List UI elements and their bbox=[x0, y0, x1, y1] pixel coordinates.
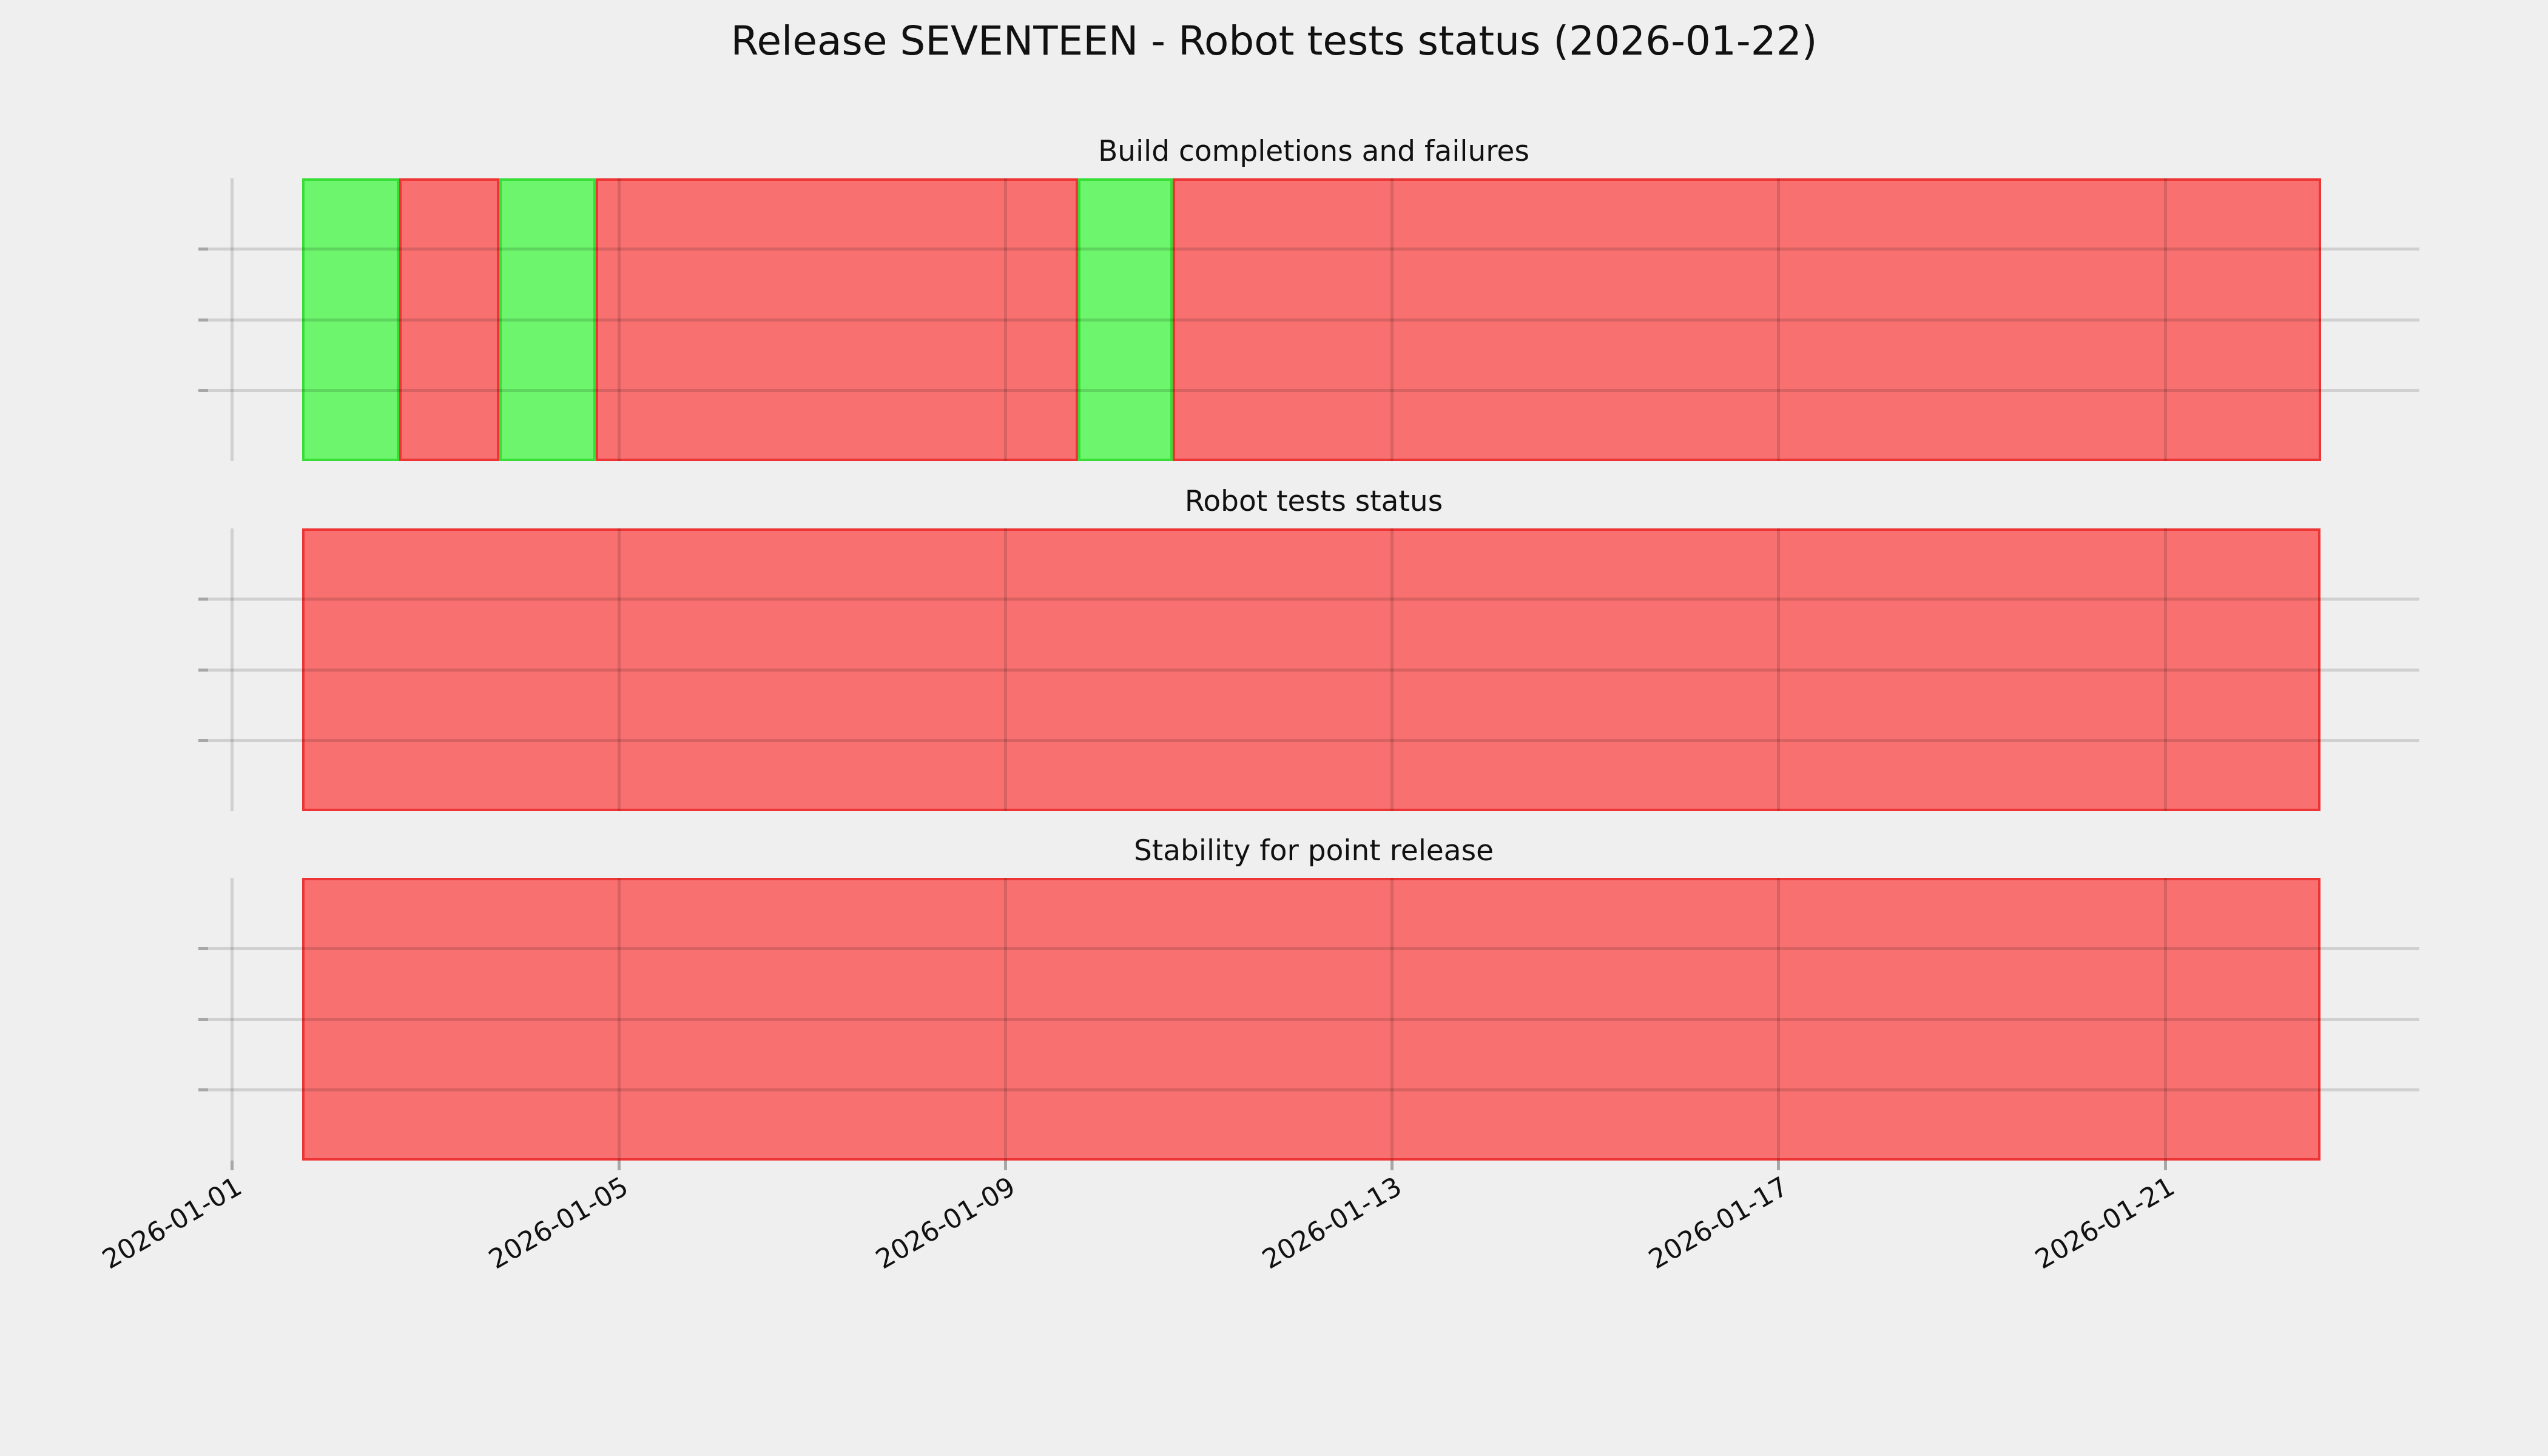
x-gridline bbox=[617, 878, 621, 1161]
x-gridline bbox=[231, 178, 234, 461]
x-tick-mark bbox=[2163, 1161, 2167, 1170]
y-tick-mark bbox=[198, 248, 208, 251]
x-gridline bbox=[2163, 528, 2167, 811]
x-gridline bbox=[1003, 878, 1007, 1161]
y-tick-mark bbox=[198, 668, 208, 672]
x-tick-label: 2026-01-01 bbox=[97, 1171, 248, 1276]
y-gridline bbox=[208, 389, 2419, 392]
x-tick-mark bbox=[1003, 1161, 1007, 1170]
x-gridline bbox=[1390, 178, 1394, 461]
panel-title-build-completions: Build completions and failures bbox=[1098, 135, 1529, 169]
axes-stability bbox=[198, 878, 2419, 1170]
x-gridline bbox=[1777, 878, 1781, 1161]
y-gridline bbox=[208, 1088, 2419, 1091]
panel-stability: Stability for point release bbox=[198, 835, 2419, 1170]
x-gridline bbox=[1777, 528, 1781, 811]
x-tick-mark bbox=[1390, 1161, 1394, 1170]
timeline-segment-fail bbox=[302, 528, 2321, 811]
x-gridline bbox=[1003, 528, 1007, 811]
x-tick-label: 2026-01-13 bbox=[1257, 1171, 1407, 1276]
panel-title-stability: Stability for point release bbox=[1133, 834, 1494, 868]
y-tick-mark bbox=[198, 598, 208, 601]
panel-build-completions: Build completions and failures bbox=[198, 136, 2419, 461]
timeline-segment-fail bbox=[1172, 178, 2321, 461]
panel-title-robot-tests: Robot tests status bbox=[1184, 485, 1443, 519]
x-tick-mark bbox=[617, 1161, 621, 1170]
x-gridline bbox=[617, 528, 621, 811]
x-gridline bbox=[231, 878, 234, 1161]
figure-title: Release SEVENTEEN - Robot tests status (… bbox=[730, 18, 1818, 64]
timeline-segment-pass bbox=[302, 178, 400, 461]
x-gridline bbox=[1390, 528, 1394, 811]
x-tick-mark bbox=[231, 1161, 234, 1170]
timeline-segment-fail bbox=[399, 178, 499, 461]
y-gridline bbox=[208, 1017, 2419, 1021]
x-gridline bbox=[1003, 178, 1007, 461]
x-tick-mark bbox=[1777, 1161, 1781, 1170]
y-gridline bbox=[208, 947, 2419, 950]
timeline-segment-pass bbox=[499, 178, 596, 461]
panel-robot-tests: Robot tests status bbox=[198, 486, 2419, 811]
y-gridline bbox=[208, 318, 2419, 322]
y-tick-mark bbox=[198, 739, 208, 742]
x-gridline bbox=[617, 178, 621, 461]
y-tick-mark bbox=[198, 318, 208, 322]
x-gridline bbox=[2163, 178, 2167, 461]
x-tick-label: 2026-01-21 bbox=[2030, 1171, 2180, 1276]
x-gridline bbox=[1777, 178, 1781, 461]
y-gridline bbox=[208, 248, 2419, 251]
x-tick-label: 2026-01-17 bbox=[1643, 1171, 1794, 1276]
y-tick-mark bbox=[198, 947, 208, 950]
y-tick-mark bbox=[198, 1088, 208, 1091]
axes-robot-tests bbox=[198, 528, 2419, 811]
timeline-segment-pass bbox=[1077, 178, 1173, 461]
x-tick-label: 2026-01-09 bbox=[870, 1171, 1020, 1276]
y-tick-mark bbox=[198, 1017, 208, 1021]
y-tick-mark bbox=[198, 389, 208, 392]
y-gridline bbox=[208, 739, 2419, 742]
x-gridline bbox=[2163, 878, 2167, 1161]
y-gridline bbox=[208, 668, 2419, 672]
x-gridline bbox=[231, 528, 234, 811]
timeline-segment-fail bbox=[595, 178, 1078, 461]
axes-build-completions bbox=[198, 178, 2419, 461]
timeline-segment-fail bbox=[302, 878, 2321, 1161]
x-tick-label: 2026-01-05 bbox=[484, 1171, 634, 1276]
y-gridline bbox=[208, 598, 2419, 601]
x-gridline bbox=[1390, 878, 1394, 1161]
